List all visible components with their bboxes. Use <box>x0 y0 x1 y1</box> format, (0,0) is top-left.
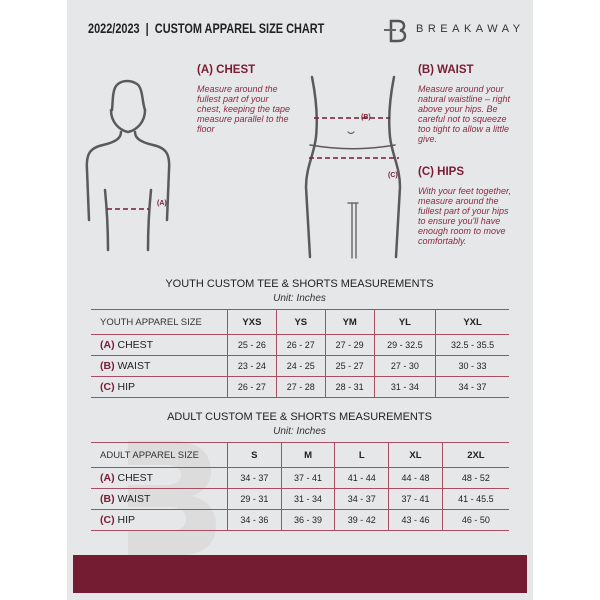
hips-marker-label: (C) <box>388 172 398 179</box>
table-row: (A) CHEST 25 - 26 26 - 27 27 - 29 29 - 32.5 3… <box>91 334 509 356</box>
measurement-name: WAIST <box>117 493 151 505</box>
table-header-row: YOUTH APPAREL SIZE YXS YS YM YL YXL <box>91 309 509 335</box>
size-column-header: M <box>280 442 335 468</box>
youth-unit: Unit: Inches <box>273 293 326 304</box>
youth-size-table: YOUTH APPAREL SIZE YXS YS YM YL YXL (A) CHEST 2… <box>91 309 509 398</box>
measurement-value: 41 - 45.5 <box>441 488 509 510</box>
size-column-header: S <box>227 442 282 468</box>
table-row: (C) HIP 26 - 27 27 - 28 28 - 31 31 - 34 34 - … <box>91 376 509 398</box>
measurement-code: (B) <box>100 360 115 372</box>
measurement-value: 27 - 28 <box>275 376 326 398</box>
measurement-value: 37 - 41 <box>388 488 443 510</box>
size-label-header: ADULT APPAREL SIZE <box>91 442 228 468</box>
size-column-header: YS <box>275 309 326 335</box>
size-label-header: YOUTH APPAREL SIZE <box>91 309 228 335</box>
measurement-value: 25 - 27 <box>324 355 375 377</box>
table-row: (A) CHEST 34 - 37 37 - 41 41 - 44 44 - 48 48 … <box>91 467 509 489</box>
footer-band <box>73 555 527 593</box>
size-column-header: YXS <box>227 309 277 335</box>
measurement-code: (A) <box>100 472 115 484</box>
hips-description: With your feet together, measure around … <box>418 186 511 246</box>
measurement-value: 41 - 44 <box>334 467 389 489</box>
measurement-value: 26 - 27 <box>275 334 326 356</box>
size-column-header: YM <box>324 309 375 335</box>
measurement-code: (C) <box>100 514 115 526</box>
measurement-name: HIP <box>117 381 136 393</box>
chest-marker-label: (A) <box>157 200 167 207</box>
measurement-code: (C) <box>100 381 115 393</box>
measurement-label: (A) CHEST <box>91 467 228 489</box>
measurement-name: CHEST <box>117 472 154 484</box>
chest-heading: (A) CHEST <box>197 64 256 76</box>
measurement-value: 39 - 42 <box>334 509 389 531</box>
measurement-name: WAIST <box>117 360 151 372</box>
measurement-value: 29 - 31 <box>227 488 282 510</box>
size-column-header: 2XL <box>441 442 509 468</box>
adult-table-title: ADULT CUSTOM TEE & SHORTS MEASUREMENTS <box>167 411 432 423</box>
measurement-value: 27 - 30 <box>373 355 436 377</box>
measurement-label: (B) WAIST <box>91 355 228 377</box>
measurement-value: 29 - 32.5 <box>373 334 436 356</box>
waist-heading: (B) WAIST <box>418 64 474 76</box>
measurement-value: 32.5 - 35.5 <box>435 334 509 356</box>
measurement-value: 31 - 34 <box>373 376 436 398</box>
measurement-value: 34 - 36 <box>227 509 282 531</box>
lower-body-figure <box>304 75 402 259</box>
measurement-value: 27 - 29 <box>324 334 375 356</box>
measurement-value: 28 - 31 <box>324 376 375 398</box>
table-header-row: ADULT APPAREL SIZE S M L XL 2XL <box>91 442 509 468</box>
brand-name: BREAKAWAY <box>416 23 525 35</box>
measurement-value: 26 - 27 <box>227 376 277 398</box>
measurement-value: 24 - 25 <box>275 355 326 377</box>
youth-table-title: YOUTH CUSTOM TEE & SHORTS MEASUREMENTS <box>165 278 434 290</box>
size-column-header: XL <box>388 442 443 468</box>
measurement-label: (C) HIP <box>91 376 228 398</box>
adult-size-table: ADULT APPAREL SIZE S M L XL 2XL (A) CHEST 34 - … <box>91 442 509 531</box>
measurement-value: 44 - 48 <box>388 467 443 489</box>
table-row: (C) HIP 34 - 36 36 - 39 39 - 42 43 - 46 46 - … <box>91 509 509 531</box>
measurement-value: 31 - 34 <box>280 488 335 510</box>
measurement-value: 36 - 39 <box>280 509 335 531</box>
measurement-value: 34 - 37 <box>227 467 282 489</box>
table-row: (B) WAIST 23 - 24 24 - 25 25 - 27 27 - 30 30 … <box>91 355 509 377</box>
waist-marker-label: (B) <box>361 114 371 121</box>
measurement-value: 46 - 50 <box>441 509 509 531</box>
measurement-value: 48 - 52 <box>441 467 509 489</box>
measurement-value: 34 - 37 <box>435 376 509 398</box>
waist-description: Measure around your natural waistline – … <box>418 84 511 144</box>
upper-body-figure <box>85 79 171 252</box>
measurement-value: 23 - 24 <box>227 355 277 377</box>
measurement-value: 25 - 26 <box>227 334 277 356</box>
breakaway-logo-icon <box>384 19 407 43</box>
page-title: 2022/2023 | CUSTOM APPAREL SIZE CHART <box>88 20 325 36</box>
adult-unit: Unit: Inches <box>273 426 326 437</box>
size-column-header: YL <box>373 309 436 335</box>
measurement-value: 34 - 37 <box>334 488 389 510</box>
table-row: (B) WAIST 29 - 31 31 - 34 34 - 37 37 - 41 41 … <box>91 488 509 510</box>
measurement-label: (A) CHEST <box>91 334 228 356</box>
measurement-code: (B) <box>100 493 115 505</box>
size-column-header: L <box>334 442 389 468</box>
measurement-value: 37 - 41 <box>280 467 335 489</box>
measurement-value: 30 - 33 <box>435 355 509 377</box>
chest-description: Measure around the fullest part of your … <box>197 84 291 134</box>
measurement-label: (B) WAIST <box>91 488 228 510</box>
hips-heading: (C) HIPS <box>418 166 464 178</box>
measurement-value: 43 - 46 <box>388 509 443 531</box>
measurement-label: (C) HIP <box>91 509 228 531</box>
measurement-name: CHEST <box>117 339 154 351</box>
measurement-name: HIP <box>117 514 136 526</box>
measurement-code: (A) <box>100 339 115 351</box>
size-column-header: YXL <box>435 309 509 335</box>
